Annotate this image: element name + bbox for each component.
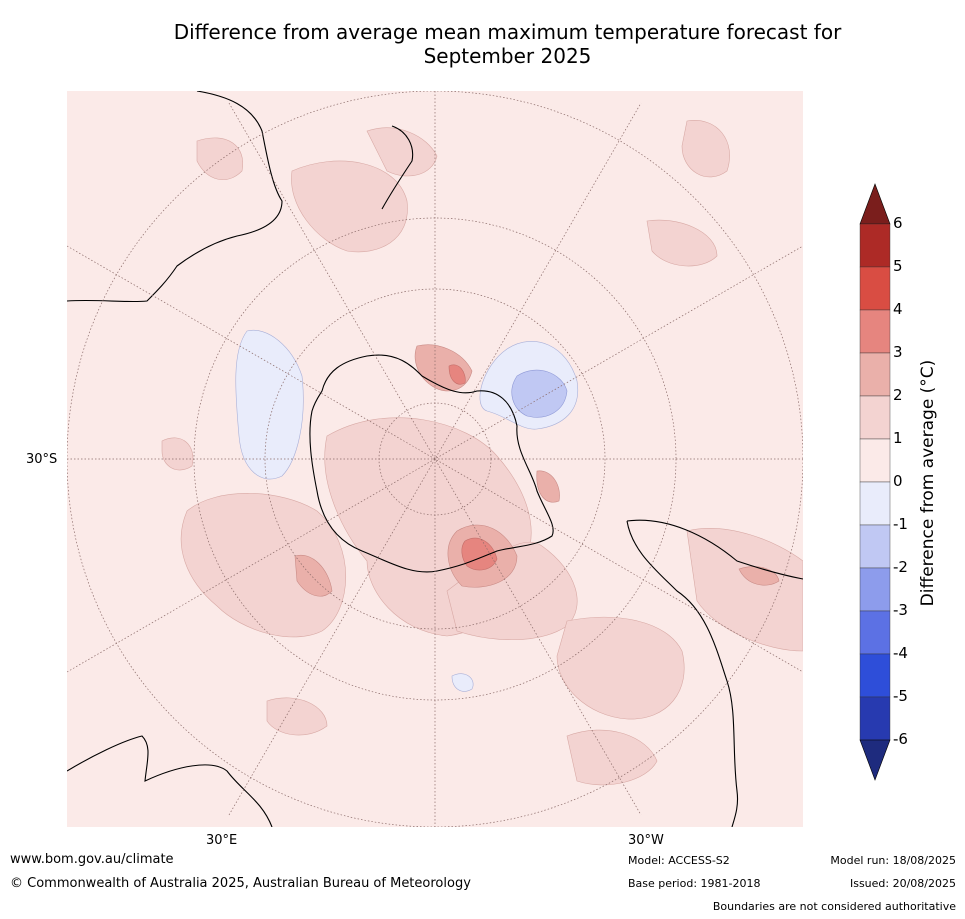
colorbar-tick: 6 xyxy=(893,214,903,232)
longitude-label-30w: 30°W xyxy=(628,833,664,848)
colorbar-tick: -1 xyxy=(893,515,908,533)
colorbar-svg xyxy=(859,183,891,781)
footer-copyright: © Commonwealth of Australia 2025, Austra… xyxy=(10,876,471,891)
colorbar-tick: -3 xyxy=(893,601,908,619)
antarctica-coastline xyxy=(309,354,554,573)
south-america-coastline xyxy=(626,519,803,827)
africa-coastline xyxy=(67,735,273,827)
meridian-150 xyxy=(228,102,642,816)
colorbar-label: Difference from average (°C) xyxy=(918,359,938,607)
latitude-circle-60s xyxy=(264,288,606,630)
latitude-label-30s: 30°S xyxy=(26,452,58,467)
footer-base-period: Base period: 1981-2018 xyxy=(628,877,761,890)
coastlines xyxy=(67,91,803,827)
graticule xyxy=(67,91,803,827)
footer-boundaries-note: Boundaries are not considered authoritat… xyxy=(712,900,956,913)
colorbar-over-arrow xyxy=(859,183,891,225)
meridian-30 xyxy=(228,102,642,816)
colorbar-tick: 3 xyxy=(893,343,903,361)
title-line-1: Difference from average mean maximum tem… xyxy=(173,20,842,44)
anomaly-minus2-to-minus1 xyxy=(511,369,568,418)
longitude-label-30e: 30°E xyxy=(206,833,238,848)
colorbar-tick: -5 xyxy=(893,687,908,705)
polar-map xyxy=(67,91,803,827)
colorbar-tick: 5 xyxy=(893,257,903,275)
colorbar-tick: -6 xyxy=(893,730,908,748)
footer-issued: Issued: 20/08/2025 xyxy=(849,877,956,890)
map-svg xyxy=(67,91,803,827)
australia-coastline xyxy=(67,91,283,303)
title-line-2: September 2025 xyxy=(423,44,592,68)
colorbar-tick: 1 xyxy=(893,429,903,447)
colorbar-tick: 4 xyxy=(893,300,903,318)
footer-website: www.bom.gov.au/climate xyxy=(10,852,174,867)
anomaly-1-to-2 xyxy=(161,120,803,786)
footer-model-run: Model run: 18/08/2025 xyxy=(830,854,956,867)
colorbar-tick: -4 xyxy=(893,644,908,662)
footer-model: Model: ACCESS-S2 xyxy=(628,854,730,867)
colorbar-tick: -2 xyxy=(893,558,908,576)
colorbar-tick: 2 xyxy=(893,386,903,404)
colorbar-tick: 0 xyxy=(893,472,903,490)
new-zealand-coastline xyxy=(381,125,414,210)
map-title: Difference from average mean maximum tem… xyxy=(60,20,955,68)
colorbar-under-arrow xyxy=(859,739,891,781)
